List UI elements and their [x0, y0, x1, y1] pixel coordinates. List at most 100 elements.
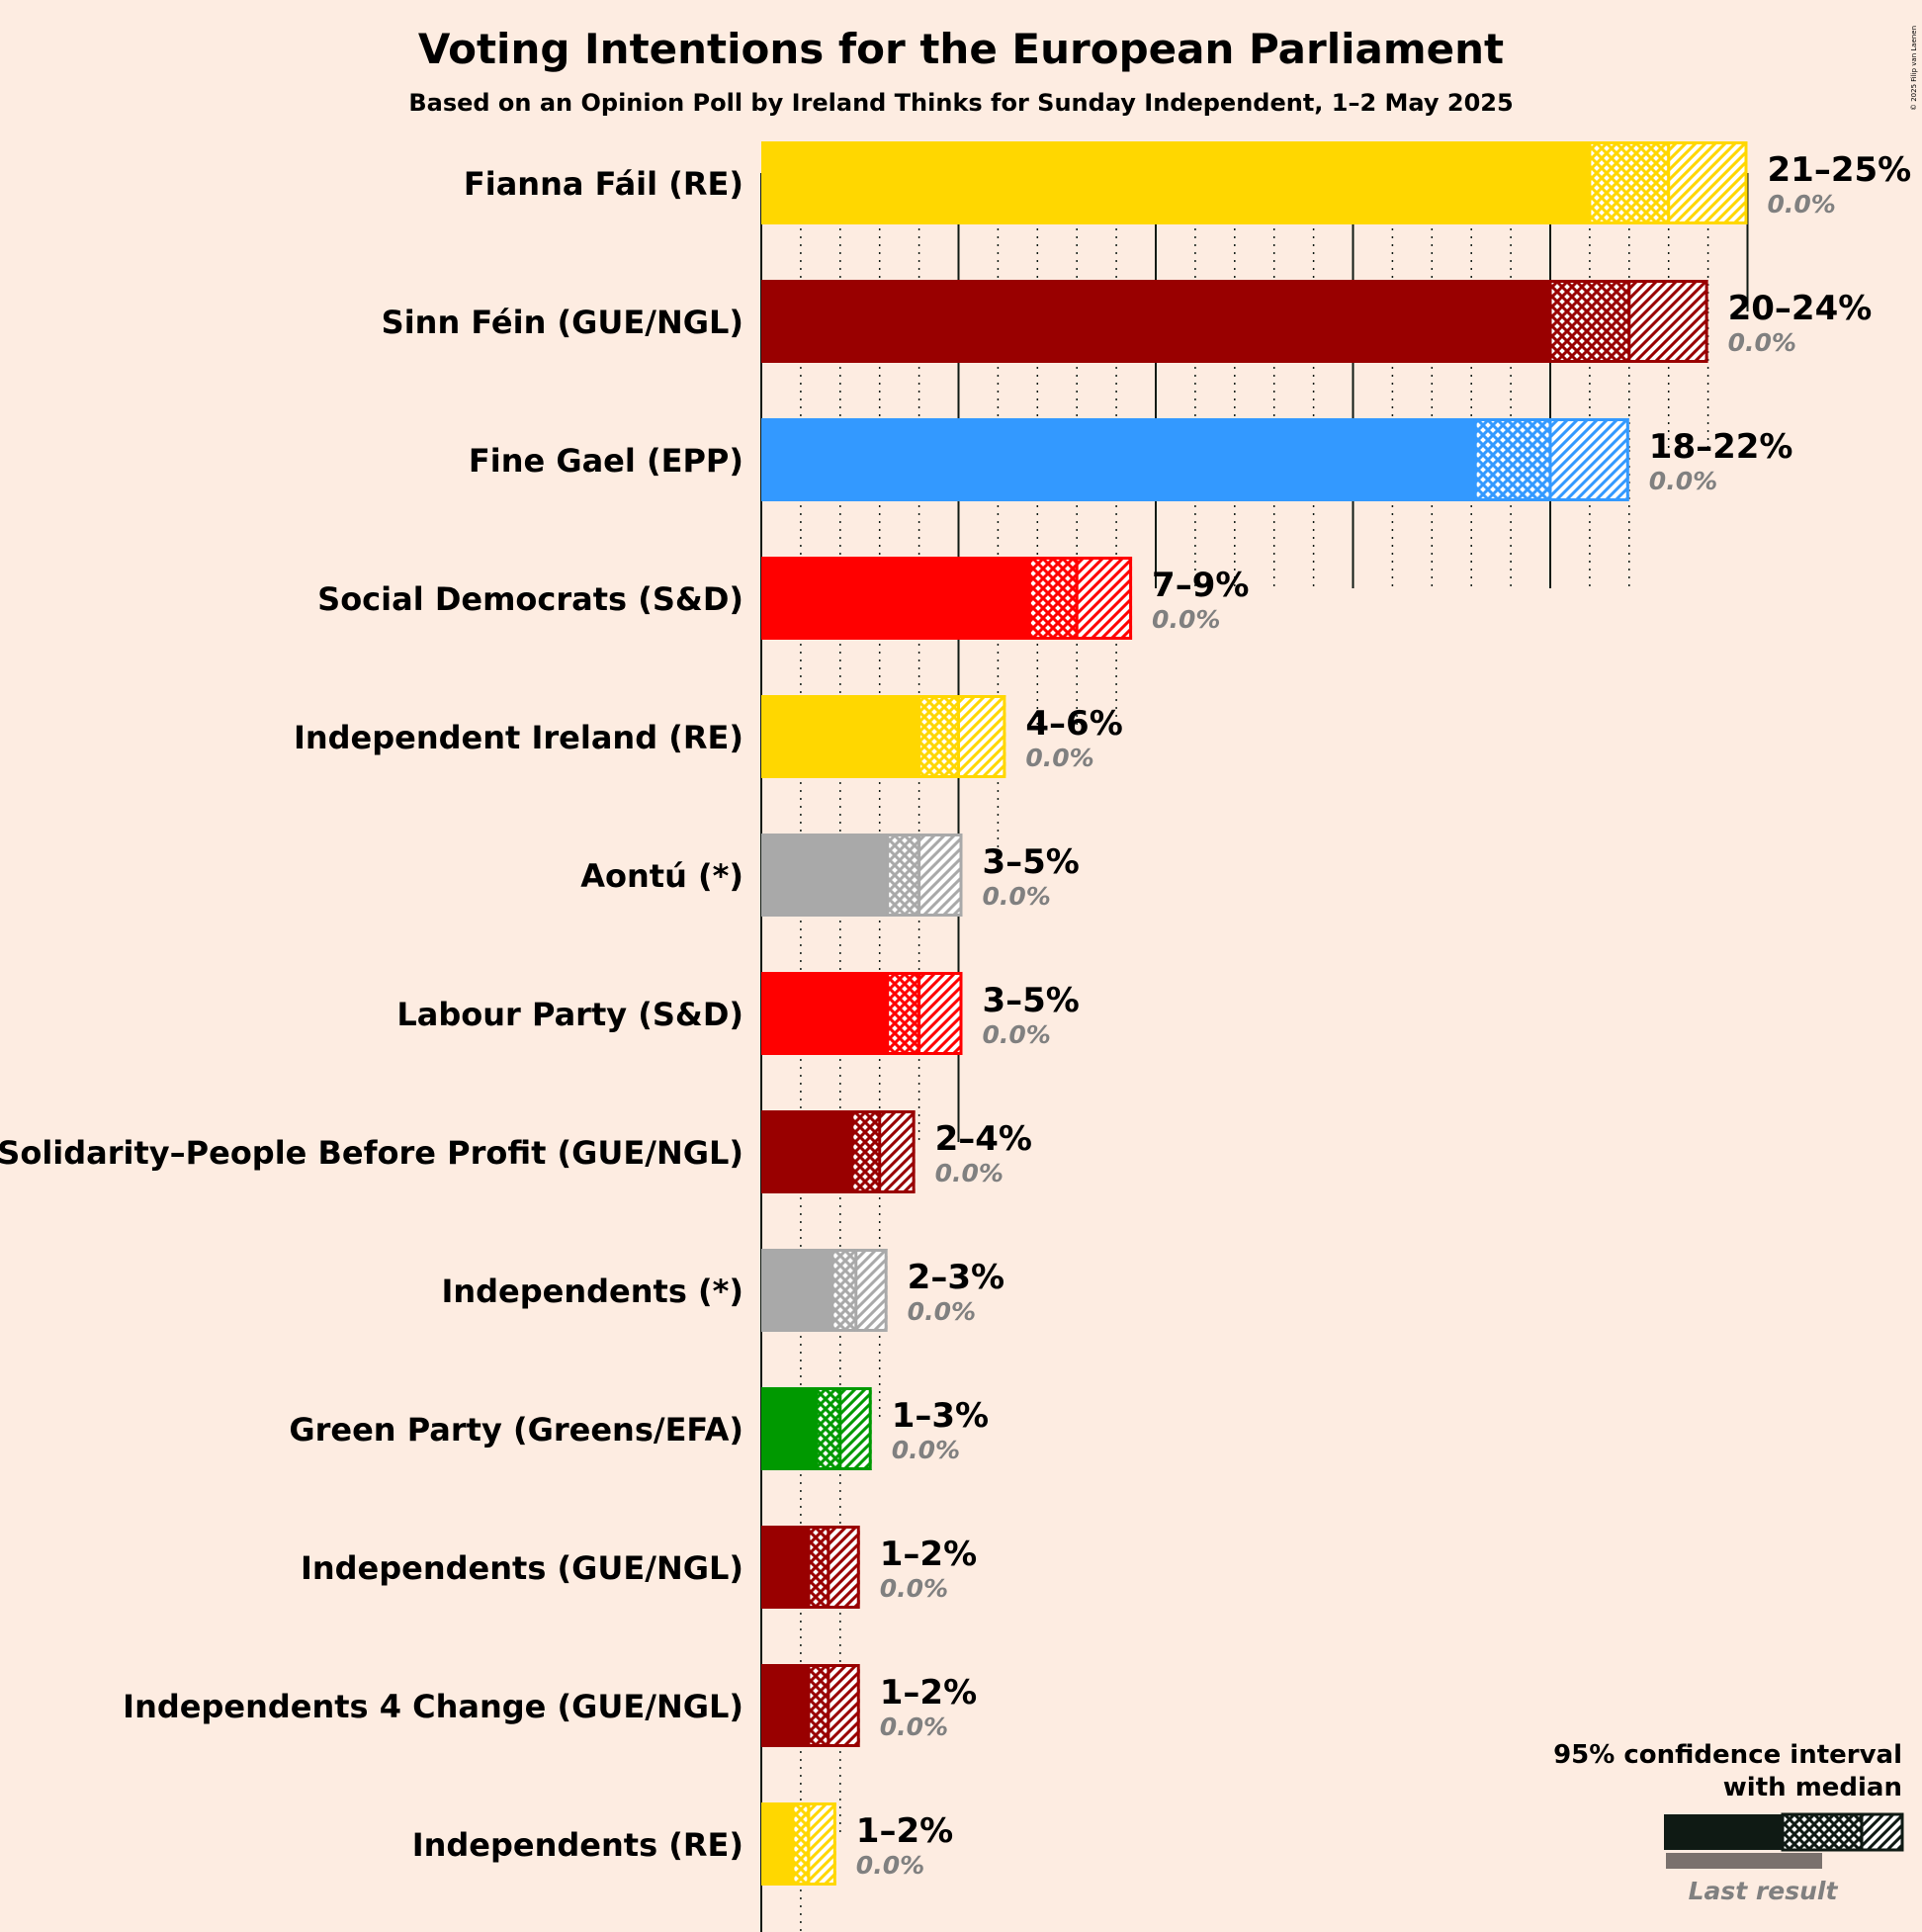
range-label: 4–6%	[1025, 704, 1122, 744]
last-result-label: 0.0%	[892, 1436, 960, 1464]
bar-solid	[761, 141, 1590, 224]
bar-hatch	[879, 1110, 916, 1193]
party-row: Aontú (*) 3–5%0.0%	[580, 834, 1080, 917]
party-label: Independents (GUE/NGL)	[301, 1549, 743, 1587]
party-row: Fianna Fáil (RE) 21–25%0.0%	[464, 141, 1911, 224]
range-label: 3–5%	[982, 842, 1079, 882]
bar-outline	[807, 1526, 860, 1609]
legend-hatch-swatch	[1860, 1812, 1904, 1852]
range-label: 7–9%	[1152, 566, 1249, 605]
bar-crosshatch	[1029, 557, 1078, 640]
range-label: 1–2%	[880, 1535, 977, 1574]
legend-crosshatch-swatch	[1781, 1812, 1864, 1852]
bar-outline	[815, 1387, 872, 1470]
party-label: Independent Ireland (RE)	[294, 719, 743, 756]
bar-solid	[761, 1664, 809, 1747]
bar-solid	[761, 1110, 852, 1193]
legend-title-line1: 95% confidence interval	[1553, 1740, 1902, 1770]
bar-solid	[761, 834, 888, 917]
last-result-label: 0.0%	[1152, 605, 1220, 634]
bar-solid	[761, 557, 1030, 640]
last-result-label: 0.0%	[982, 882, 1050, 911]
party-row: Sinn Féin (GUE/NGL) 20–24%0.0%	[382, 280, 1873, 363]
bar-outline	[850, 1110, 916, 1193]
bar-crosshatch	[1475, 418, 1550, 501]
copyright: © 2025 Filip van Laenen	[1910, 26, 1918, 111]
bar-hatch	[958, 695, 1006, 778]
range-label: 2–4%	[935, 1119, 1032, 1159]
bar-hatch	[1550, 418, 1629, 501]
last-result-label: 0.0%	[1728, 328, 1796, 357]
chart-subtitle: Based on an Opinion Poll by Ireland Thin…	[408, 89, 1513, 117]
bar-crosshatch	[851, 1110, 880, 1193]
party-row: Solidarity–People Before Profit (GUE/NGL…	[0, 1110, 1032, 1193]
range-label: 18–22%	[1649, 427, 1793, 467]
legend-title-line2: with median	[1723, 1773, 1902, 1802]
last-result-label: 0.0%	[1025, 744, 1093, 772]
bar-hatch	[1628, 280, 1708, 363]
bar-solid	[761, 280, 1550, 363]
last-result-label: 0.0%	[935, 1159, 1004, 1187]
party-label: Sinn Féin (GUE/NGL)	[382, 304, 743, 341]
party-label: Social Democrats (S&D)	[317, 580, 743, 618]
legend-last-result-swatch	[1666, 1853, 1822, 1869]
party-label: Fianna Fáil (RE)	[464, 165, 743, 203]
party-label: Solidarity–People Before Profit (GUE/NGL…	[0, 1134, 743, 1172]
party-label: Independents 4 Change (GUE/NGL)	[123, 1688, 743, 1725]
last-result-label: 0.0%	[880, 1712, 948, 1741]
bar-solid	[761, 1387, 817, 1470]
bar-crosshatch	[887, 834, 919, 917]
bar-solid	[761, 1802, 793, 1886]
range-label: 1–2%	[856, 1811, 953, 1851]
party-row: Independents (*) 2–3%0.0%	[441, 1249, 1005, 1332]
range-label: 1–3%	[892, 1396, 989, 1436]
party-row: Independents (GUE/NGL) 1–2%0.0%	[301, 1526, 977, 1609]
bar-hatch	[918, 972, 963, 1055]
bar-hatch	[1668, 141, 1748, 224]
bar-crosshatch	[887, 972, 919, 1055]
bar-hatch	[828, 1526, 860, 1609]
party-label: Labour Party (S&D)	[396, 996, 743, 1033]
legend: 95% confidence interval with median Last…	[1553, 1740, 1904, 1905]
party-row: Social Democrats (S&D) 7–9%0.0%	[317, 557, 1249, 640]
last-result-label: 0.0%	[880, 1574, 948, 1603]
bar-hatch	[839, 1387, 872, 1470]
bar-hatch	[808, 1802, 836, 1886]
party-label: Independents (RE)	[412, 1826, 743, 1864]
bar-outline	[886, 972, 963, 1055]
bar-hatch	[918, 834, 963, 917]
bar-outline	[791, 1802, 836, 1886]
range-label: 2–3%	[908, 1258, 1005, 1297]
last-result-label: 0.0%	[1768, 190, 1836, 219]
bar-crosshatch	[816, 1387, 840, 1470]
party-row: Independent Ireland (RE) 4–6%0.0%	[294, 695, 1123, 778]
party-label: Fine Gael (EPP)	[469, 442, 743, 480]
bar-outline	[886, 834, 963, 917]
bar-solid	[761, 695, 919, 778]
bar-crosshatch	[918, 695, 959, 778]
bar-solid	[761, 1526, 809, 1609]
party-row: Labour Party (S&D) 3–5%0.0%	[396, 972, 1080, 1055]
chart-title: Voting Intentions for the European Parli…	[418, 25, 1504, 73]
party-label: Aontú (*)	[580, 857, 743, 895]
party-label: Independents (*)	[441, 1273, 743, 1310]
bar-outline	[830, 1249, 888, 1332]
bar-solid	[761, 418, 1476, 501]
last-result-label: 0.0%	[1649, 467, 1717, 495]
bar-crosshatch	[808, 1664, 829, 1747]
range-label: 20–24%	[1728, 289, 1873, 328]
range-label: 21–25%	[1768, 150, 1912, 190]
bar-solid	[761, 1249, 832, 1332]
last-result-label: 0.0%	[856, 1851, 924, 1880]
bar-outline	[917, 695, 1006, 778]
party-row: Fine Gael (EPP) 18–22%0.0%	[469, 418, 1793, 501]
range-label: 1–2%	[880, 1673, 977, 1712]
bar-crosshatch	[808, 1526, 829, 1609]
bar-hatch	[855, 1249, 888, 1332]
bar-hatch	[1077, 557, 1133, 640]
bar-crosshatch	[792, 1802, 809, 1886]
bar-solid	[761, 972, 888, 1055]
party-row: Independents (RE) 1–2%0.0%	[412, 1802, 953, 1886]
party-row: Independents 4 Change (GUE/NGL) 1–2%0.0%	[123, 1664, 977, 1747]
